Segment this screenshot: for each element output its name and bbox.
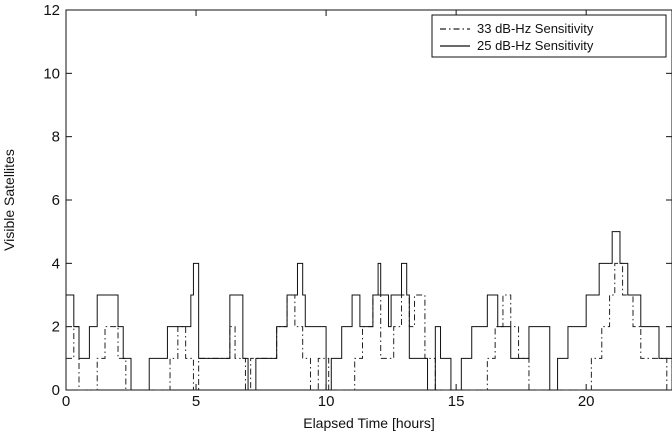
legend-label-33: 33 dB-Hz Sensitivity — [477, 21, 594, 36]
legend-label-25: 25 dB-Hz Sensitivity — [477, 38, 594, 53]
x-tick-label: 0 — [62, 393, 70, 410]
y-tick-label: 10 — [43, 65, 60, 82]
x-tick-label: 5 — [192, 393, 200, 410]
y-tick-label: 4 — [52, 255, 60, 272]
legend: 33 dB-Hz Sensitivity 25 dB-Hz Sensitivit… — [431, 14, 667, 58]
y-tick-label: 12 — [43, 2, 60, 19]
x-tick-label: 10 — [318, 393, 335, 410]
plot-frame — [65, 9, 672, 391]
y-tick-label: 6 — [52, 192, 60, 209]
y-axis-label: Visible Satellites — [1, 149, 17, 251]
series-layer — [66, 231, 672, 391]
series-line-33-dbhz — [66, 262, 672, 391]
y-tick-label: 0 — [52, 382, 60, 399]
x-tick-label: 20 — [578, 393, 595, 410]
y-tick-label: 2 — [52, 319, 60, 336]
legend-box — [431, 14, 667, 58]
series-line-25-dbhz — [66, 231, 672, 391]
y-tick-label: 8 — [52, 129, 60, 146]
x-axis-label: Elapsed Time [hours] — [303, 415, 435, 431]
ticks: 0 5 10 15 20 0 2 4 6 8 10 12 — [43, 2, 672, 410]
x-tick-label: 15 — [448, 393, 465, 410]
